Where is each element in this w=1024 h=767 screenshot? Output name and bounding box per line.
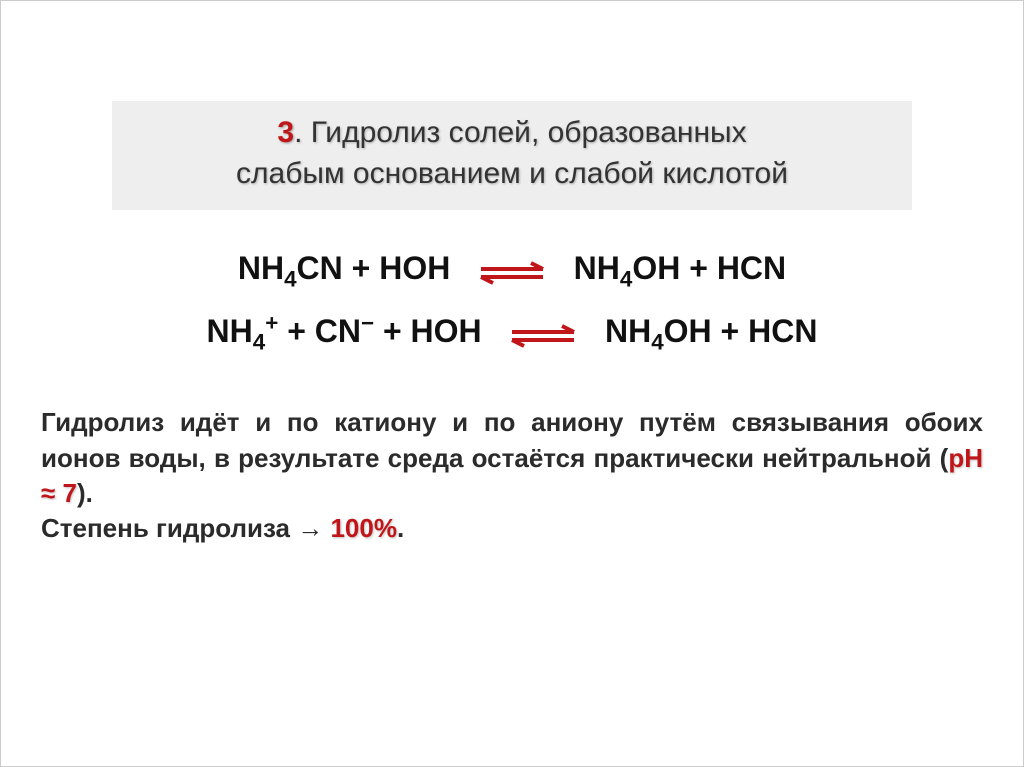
body-p2-after: .	[397, 513, 404, 543]
equation-2: NH4+ + CN− + HOH NH4OH + HCN	[31, 310, 993, 355]
eq2-rhs: NH4OH + HCN	[605, 313, 817, 349]
title-line-1: 3. Гидролиз солей, образованных	[132, 113, 892, 154]
body-p1-before: Гидролиз идёт и по катиону и по аниону п…	[41, 407, 983, 472]
hydrolysis-degree: 100%	[330, 513, 397, 543]
equilibrium-arrow-icon	[477, 261, 547, 285]
title-text-1: . Гидролиз солей, образованных	[294, 116, 747, 149]
equilibrium-arrow-icon	[508, 324, 578, 348]
title-band: 3. Гидролиз солей, образованных слабым о…	[112, 101, 912, 210]
eq1-lhs: NH4CN + HOH	[238, 250, 450, 286]
slide: 3. Гидролиз солей, образованных слабым о…	[0, 0, 1024, 767]
title-line-2: слабым основанием и слабой кислотой	[132, 154, 892, 195]
body-p2-before: Степень гидролиза →	[41, 513, 330, 543]
body-p1-after: ).	[77, 478, 93, 508]
equations-block: NH4CN + HOH NH4OH + HCN NH4+ + CN− + HOH	[31, 250, 993, 355]
equation-1: NH4CN + HOH NH4OH + HCN	[31, 250, 993, 292]
title-number: 3	[277, 116, 294, 149]
eq2-lhs: NH4+ + CN− + HOH	[207, 313, 482, 349]
body-text: Гидролиз идёт и по катиону и по аниону п…	[31, 405, 993, 545]
eq1-rhs: NH4OH + HCN	[574, 250, 786, 286]
